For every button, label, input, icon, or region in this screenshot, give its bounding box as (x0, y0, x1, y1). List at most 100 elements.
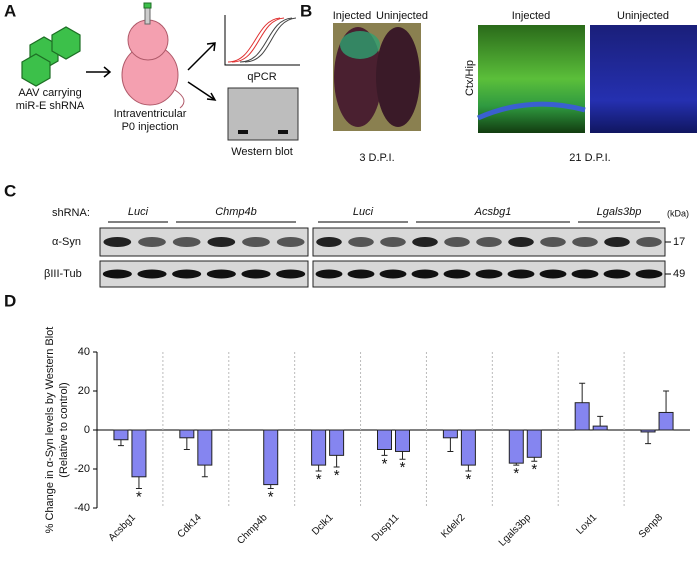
row-label: βIII-Tub (44, 268, 82, 280)
western-icon (227, 87, 299, 141)
panel-letter: A (4, 1, 16, 20)
band (412, 237, 438, 247)
image-label: Uninjected (376, 10, 428, 22)
unit-label: (kDa) (667, 208, 689, 218)
significance: * (400, 459, 406, 476)
injection-label: P0 injection (122, 121, 179, 133)
western-label: Western blot (231, 146, 293, 158)
band (137, 269, 167, 279)
band (206, 269, 236, 279)
band (507, 269, 535, 279)
error-bar (117, 439, 124, 447)
error-bar (315, 465, 322, 472)
band (138, 237, 166, 247)
arrow (86, 66, 112, 78)
marker-label: 49 (673, 268, 685, 280)
bar-chart: % Change in α-Syn levels by Western Blot… (44, 327, 690, 549)
x-tick-label: Cdk14 (176, 512, 205, 541)
band (102, 269, 132, 279)
error-bar (597, 415, 604, 427)
region-label: Ctx/Hip (464, 60, 476, 96)
marker-tick (665, 241, 671, 275)
band (347, 269, 375, 279)
vector-label: miR-E shRNA (16, 100, 85, 112)
y-axis-label: % Change in α-Syn levels by Western Blot (44, 327, 56, 534)
band (172, 269, 202, 279)
error-bar (399, 451, 406, 460)
band (348, 237, 374, 247)
band (571, 269, 599, 279)
y-tick-label: 20 (78, 385, 90, 397)
image-label: Injected (333, 10, 372, 22)
significance: * (531, 461, 537, 478)
bar (592, 425, 608, 431)
group-label: Acsbg1 (474, 206, 512, 218)
error-bar (645, 431, 652, 445)
bar (179, 429, 195, 439)
section-image (590, 25, 697, 133)
error-bar (135, 476, 142, 489)
band (411, 269, 439, 279)
band (276, 237, 305, 247)
band (603, 269, 631, 279)
section-image (476, 101, 586, 121)
panel-letter: C (4, 181, 16, 200)
qpcr-label: qPCR (247, 71, 276, 83)
bar (113, 429, 129, 441)
error-bar (513, 463, 520, 466)
error-bar (381, 449, 388, 456)
band (207, 237, 236, 247)
band (379, 269, 407, 279)
row-label: α-Syn (52, 236, 81, 248)
band (316, 237, 342, 247)
band (476, 237, 502, 247)
panel-letter: B (300, 1, 312, 20)
band (444, 237, 470, 247)
band (540, 237, 566, 247)
error-bar (333, 455, 340, 468)
bar (395, 429, 410, 452)
y-axis-label: (Relative to control) (58, 382, 70, 477)
significance: * (465, 471, 471, 488)
x-tick-label: Dclk1 (310, 512, 336, 538)
image-label: Injected (512, 10, 551, 22)
band (508, 237, 534, 247)
significance: * (268, 488, 274, 505)
blot (99, 227, 666, 288)
significance: * (513, 465, 519, 482)
band (172, 237, 201, 247)
significance: * (334, 467, 340, 484)
bar (508, 429, 524, 464)
group-label: Chmp4b (215, 206, 257, 218)
band (103, 237, 132, 247)
error-bar (663, 390, 670, 413)
band (443, 269, 471, 279)
y-tick-label: -20 (74, 463, 90, 475)
band (315, 269, 343, 279)
group-label: Lgals3bp (597, 206, 642, 218)
band (635, 269, 663, 279)
significance: * (136, 488, 142, 505)
vector-label: AAV carrying (18, 87, 81, 99)
significance: * (316, 471, 322, 488)
x-tick-label: Kdelr2 (439, 512, 468, 541)
x-tick-label: Lgals3bp (497, 512, 534, 549)
band (539, 269, 567, 279)
bar (658, 411, 674, 431)
bar (460, 429, 476, 466)
panel-letter: D (4, 291, 16, 310)
band (604, 237, 630, 247)
error-bar (531, 457, 538, 462)
bar (377, 429, 392, 450)
error-bar (465, 465, 472, 472)
y-tick-label: 0 (84, 424, 90, 436)
bar (311, 429, 327, 466)
x-tick-label: Dusp11 (370, 512, 402, 544)
band (241, 269, 271, 279)
pup-icon (121, 2, 185, 109)
band (380, 237, 406, 247)
aav-icon (21, 26, 81, 87)
brain-photo (333, 23, 421, 131)
x-tick-label: Acsbg1 (107, 512, 139, 544)
